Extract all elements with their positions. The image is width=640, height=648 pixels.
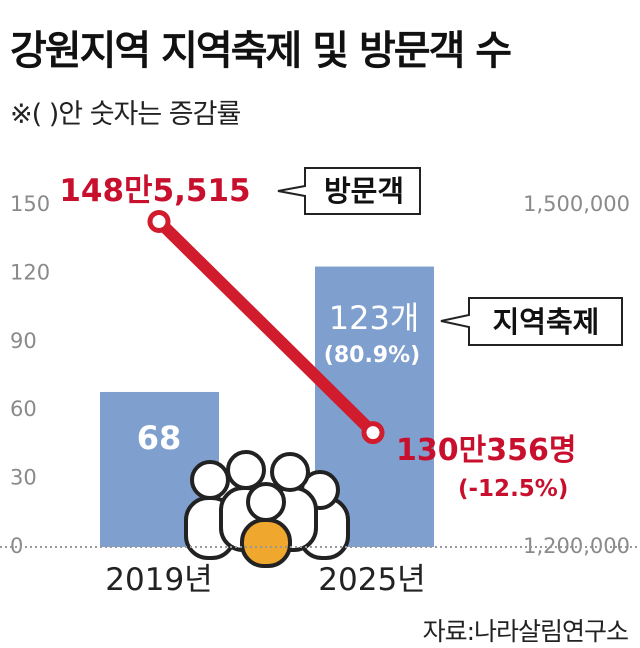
people-crowd-icon bbox=[184, 450, 350, 568]
legend-festivals-label: 지역축제 bbox=[493, 305, 600, 339]
left-tick-label: 120 bbox=[10, 260, 50, 284]
visitor-point-0 bbox=[147, 210, 171, 234]
chart-title: 강원지역 지역축제 및 방문객 수 bbox=[10, 28, 512, 74]
legend-festivals: 지역축제 bbox=[440, 297, 623, 346]
visitor-label-2019: 148만5,515 bbox=[59, 173, 250, 209]
visitor-change-2025: (-12.5%) bbox=[458, 476, 568, 502]
visitor-line bbox=[147, 210, 385, 445]
bar-change-2025: (80.9%) bbox=[324, 343, 420, 368]
left-tick-label: 60 bbox=[10, 397, 37, 421]
source-note: 자료:나라살림연구소 bbox=[422, 617, 629, 646]
bar-label-2025: 123개 bbox=[329, 299, 420, 337]
left-axis-ticks: 0306090120150 bbox=[10, 192, 50, 558]
visitor-label-2025: 130만356명 bbox=[396, 433, 576, 468]
legend-visitors-label: 방문객 bbox=[324, 174, 404, 208]
left-tick-label: 30 bbox=[10, 466, 37, 490]
x-label-2025: 2025년 bbox=[318, 562, 425, 598]
bar-label-2019: 68 bbox=[137, 419, 182, 457]
chart-note: ※( )안 숫자는 증감률 bbox=[10, 99, 241, 130]
legend-visitors: 방문객 bbox=[277, 167, 421, 215]
visitor-point-1 bbox=[361, 421, 385, 445]
visitor-line-segment bbox=[153, 215, 379, 439]
left-tick-label: 90 bbox=[10, 329, 37, 353]
left-tick-label: 150 bbox=[10, 192, 50, 216]
x-label-2019: 2019년 bbox=[105, 562, 212, 598]
right-tick-label: 1,500,000 bbox=[523, 192, 630, 216]
